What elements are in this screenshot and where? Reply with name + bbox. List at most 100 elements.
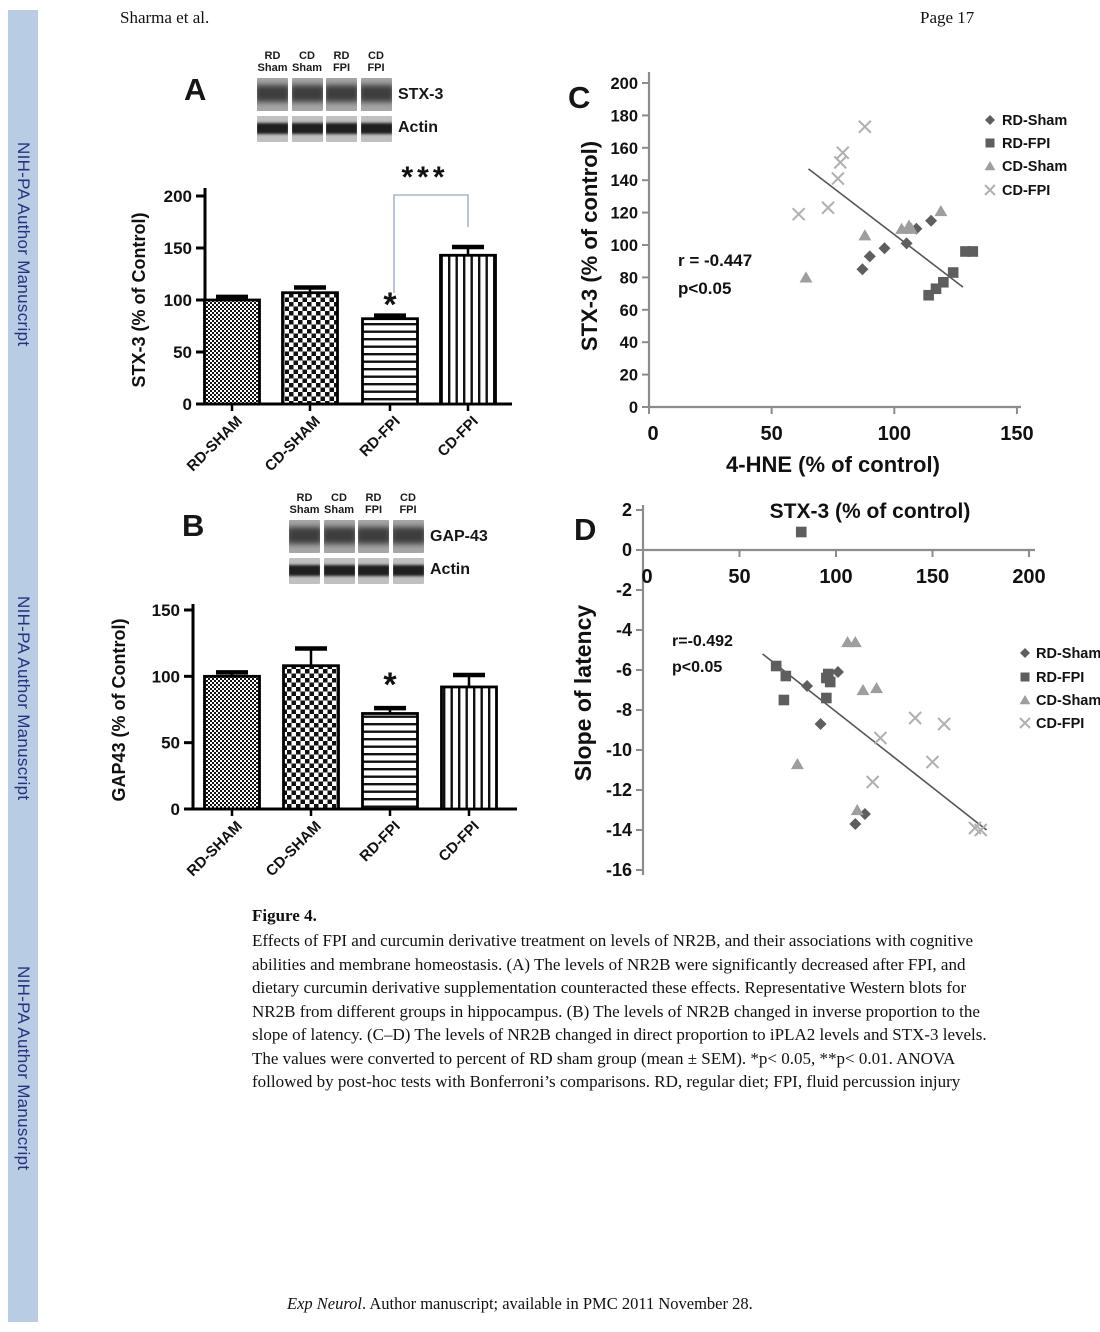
diamond-marker <box>925 214 938 227</box>
diamond-marker <box>878 242 891 255</box>
svg-text:RD-Sham: RD-Sham <box>1002 113 1067 129</box>
svg-text:CD-SHAM: CD-SHAM <box>263 818 325 880</box>
x-marker <box>791 207 806 221</box>
protein-band <box>392 526 424 544</box>
blot-lane-labels: RD Sham CD Sham RD FPI CD FPI <box>289 492 427 516</box>
protein-band <box>291 84 323 102</box>
square-marker <box>938 276 949 288</box>
diamond-marker <box>985 115 995 125</box>
diamond-marker <box>1020 648 1030 658</box>
axes: 0 50 100 150 200 2 0 -2 -4 -6 -8 -10 -12 -14 -16 STX-3 … <box>570 500 1046 880</box>
svg-text:-6: -6 <box>616 660 632 680</box>
triangle-marker <box>904 222 918 234</box>
protein-band <box>358 526 389 544</box>
svg-text:0: 0 <box>171 800 180 819</box>
diamond-marker <box>801 680 814 692</box>
blot-band-row: Actin <box>289 558 470 584</box>
x-marker <box>925 755 940 769</box>
protein-band <box>360 84 392 102</box>
triangle-marker <box>984 161 996 171</box>
svg-text:100: 100 <box>878 423 911 445</box>
bar-RD-SHAM <box>203 298 261 406</box>
nihpa-sidebar-strip: NIH-PA Author Manuscript NIH-PA Author M… <box>8 10 38 1322</box>
svg-text:-10: -10 <box>606 740 632 760</box>
journal-footer: Exp Neurol. Author manuscript; available… <box>287 1294 753 1314</box>
series-CD-Sham <box>799 204 948 283</box>
svg-text:100: 100 <box>819 566 852 588</box>
svg-text:CD-Sham: CD-Sham <box>1002 159 1067 175</box>
diamond-marker <box>814 718 827 730</box>
panel-letter-c: C <box>568 80 591 115</box>
axes: 0 50 100 150 GAP43 (% of Control) <box>109 601 517 819</box>
svg-text:50: 50 <box>173 343 192 362</box>
header-author: Sharma et al. <box>120 8 210 27</box>
significance-star: * <box>383 286 397 324</box>
svg-text:180: 180 <box>610 107 638 125</box>
blot-lane-band <box>323 520 355 553</box>
svg-text:100: 100 <box>610 237 638 255</box>
legend: RD-Sham RD-FPI CD-Sham CD-FPI <box>984 113 1067 199</box>
legend: RD-Sham RD-FPI CD-Sham CD-FPI <box>1019 646 1100 732</box>
square-marker <box>967 246 979 257</box>
protein-band <box>358 565 389 576</box>
svg-text:CD-FPI: CD-FPI <box>1002 183 1050 199</box>
svg-text:RD-Sham: RD-Sham <box>1036 646 1100 662</box>
bar-CD-FPI <box>439 253 497 406</box>
diamond-marker <box>856 263 869 276</box>
series-CD-FPI <box>791 120 872 221</box>
trendline <box>762 653 988 831</box>
x-marker <box>831 171 845 186</box>
svg-text:100: 100 <box>152 667 180 686</box>
svg-text:50: 50 <box>761 423 783 445</box>
blot-band-row: GAP-43 <box>289 520 488 553</box>
svg-text:140: 140 <box>610 172 638 190</box>
svg-text:GAP43 (% of Control): GAP43 (% of Control) <box>109 618 129 801</box>
blot-lane-band <box>291 116 323 142</box>
figure-caption: Figure 4. Effects of FPI and curcumin de… <box>252 906 994 1094</box>
series-CD-FPI <box>865 711 988 837</box>
svg-text:4-HNE (% of control): 4-HNE (% of control) <box>726 452 940 477</box>
svg-text:CD-FPI: CD-FPI <box>434 413 481 460</box>
triangle-marker <box>856 684 870 696</box>
blot-lane-labels: RD Sham CD Sham RD FPI CD FPI <box>257 50 395 74</box>
square-marker <box>824 676 836 688</box>
bar-RD-FPI <box>361 712 419 811</box>
square-marker <box>770 660 782 672</box>
square-marker <box>960 246 971 257</box>
triangle-marker <box>870 682 884 694</box>
svg-text:STX-3 (% of control): STX-3 (% of control) <box>770 500 971 523</box>
diamond-marker <box>849 818 862 830</box>
blot-lane-label: RD FPI <box>332 50 351 74</box>
protein-band <box>289 526 320 544</box>
svg-text:0: 0 <box>183 395 192 414</box>
footer-text: . Author manuscript; available in PMC 20… <box>362 1294 753 1313</box>
svg-text:CD-FPI: CD-FPI <box>435 818 482 865</box>
svg-text:200: 200 <box>1012 566 1045 588</box>
blot-lane-band <box>326 78 357 111</box>
svg-text:150: 150 <box>152 601 180 620</box>
svg-text:0: 0 <box>622 540 632 560</box>
svg-text:0: 0 <box>641 566 652 588</box>
blot-lane-band <box>360 116 392 142</box>
diamond-marker <box>858 808 871 820</box>
svg-text:120: 120 <box>610 205 638 223</box>
scatter-latency-vs-stx3: 0 50 100 150 200 2 0 -2 -4 -6 -8 -10 -12 -14 -16 STX-3 … <box>570 500 1100 880</box>
sidebar-watermark-middle: NIH-PA Author Manuscript <box>14 595 33 801</box>
square-marker <box>985 138 995 148</box>
series-RD-Sham <box>801 666 871 830</box>
protein-band <box>257 84 288 102</box>
diamond-marker <box>863 250 876 263</box>
blot-lane-label: RD Sham <box>289 492 320 516</box>
x-marker <box>873 731 888 745</box>
x-marker <box>865 775 880 789</box>
triangle-marker <box>1019 695 1031 705</box>
bar-RD-FPI <box>361 317 419 406</box>
svg-text:-4: -4 <box>616 620 632 640</box>
correlation-annotation: r = -0.447 p<0.05 <box>678 251 752 298</box>
blot-lane-band <box>392 520 424 553</box>
svg-text:p<0.05: p<0.05 <box>672 659 722 676</box>
trendline <box>807 168 964 288</box>
significance-bracket <box>393 194 469 293</box>
blot-row-label: Actin <box>430 561 470 578</box>
